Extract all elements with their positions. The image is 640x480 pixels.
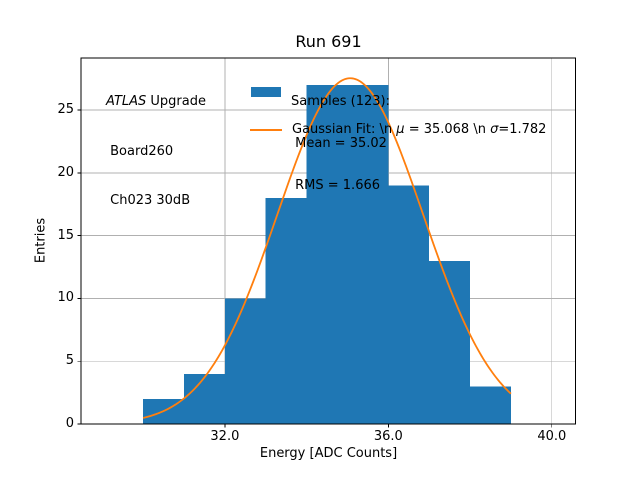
annotation-line-3: Ch023 30dB	[106, 193, 191, 208]
legend-fit-sigma-value: =1.782	[498, 122, 547, 137]
chart-title: Run 691	[295, 32, 362, 51]
detector-annotation: ATLAS Upgrade Board260 Ch023 30dB	[106, 61, 206, 243]
annotation-line-1: ATLAS Upgrade	[106, 94, 206, 111]
legend-fit-label: Gaussian Fit: \n μ = 35.068 \n σ=1.782	[292, 123, 546, 137]
y-tick-label: 15	[57, 227, 74, 243]
y-tick-label: 25	[57, 102, 74, 118]
histogram-bar	[265, 197, 307, 424]
y-tick-label: 20	[57, 164, 74, 180]
legend-histogram-label: Samples (123): Mean = 35.02 RMS = 1.666	[291, 67, 390, 221]
legend-fit-mu-value: = 35.068 \n	[404, 122, 491, 137]
axes-frame	[80, 57, 576, 425]
legend-fit-sigma-symbol: σ	[490, 122, 499, 137]
legend-rms-line: RMS = 1.666	[291, 178, 381, 193]
gaussian-fit-curve	[142, 77, 512, 419]
histogram-bar	[388, 185, 430, 424]
y-tick-label: 5	[65, 353, 74, 369]
y-tick-label: 0	[65, 416, 74, 431]
histogram-bar	[224, 298, 266, 424]
x-tick-label: 40.0	[537, 429, 567, 444]
annotation-upgrade: Upgrade	[146, 94, 206, 109]
legend-fit-line-swatch	[250, 129, 282, 131]
legend-samples-line: Samples (123):	[291, 94, 390, 109]
legend-fit-text: Gaussian Fit: \n	[292, 122, 397, 137]
annotation-line-2: Board260	[106, 143, 174, 159]
annotation-atlas: ATLAS	[106, 94, 147, 109]
x-axis-label: Energy [ADC Counts]	[259, 446, 398, 461]
legend-histogram-swatch	[251, 87, 281, 97]
histogram-bar	[347, 84, 389, 424]
x-tick-label: 36.0	[373, 429, 403, 444]
legend-mean-line: Mean = 35.02	[291, 136, 387, 151]
y-tick-label: 10	[57, 290, 74, 306]
x-tick-label: 32.0	[210, 429, 240, 444]
histogram-bar	[470, 386, 511, 424]
histogram-bar	[429, 260, 471, 424]
legend-fit-mu-symbol: μ	[396, 122, 405, 137]
histogram-bar	[306, 84, 348, 424]
histogram-bar	[183, 373, 225, 424]
